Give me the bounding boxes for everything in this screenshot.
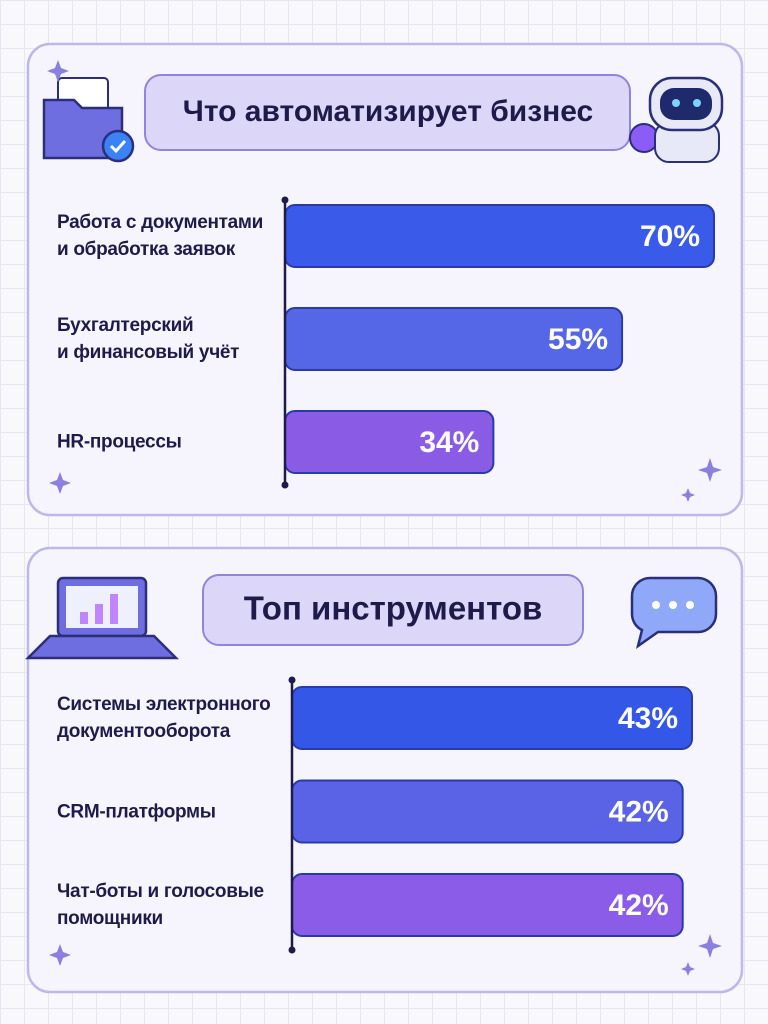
axis-end [281, 196, 289, 204]
value-label: 42% [609, 889, 669, 922]
value-label: 34% [419, 426, 479, 459]
axis-end [281, 481, 289, 489]
value-label: 43% [618, 702, 678, 735]
category-label: Системы электронного документооборота [57, 694, 271, 742]
category-label: Бухгалтерский и финансовый учёт [57, 315, 240, 363]
chart-title: Что автоматизирует бизнес [183, 95, 593, 128]
title-pill [202, 574, 584, 646]
axis-end [288, 946, 296, 954]
value-label: 42% [609, 795, 669, 828]
value-label: 70% [640, 220, 700, 253]
category-label: Работа с документами и обработка заявок [57, 212, 264, 260]
card [26, 42, 744, 517]
laptop-icon [24, 576, 180, 660]
title-pill [144, 74, 631, 151]
chart-title: Топ инструментов [244, 590, 543, 627]
category-label: Чат-боты и голосовые помощники [57, 881, 264, 929]
value-label: 55% [548, 323, 608, 356]
category-label: HR-процессы [57, 431, 182, 453]
folder-icon [42, 77, 135, 163]
sparkles [47, 60, 722, 976]
chat-icon [630, 576, 718, 649]
category-label: CRM-платформы [57, 801, 216, 822]
axis-end [288, 676, 296, 684]
robot-icon [629, 76, 724, 163]
